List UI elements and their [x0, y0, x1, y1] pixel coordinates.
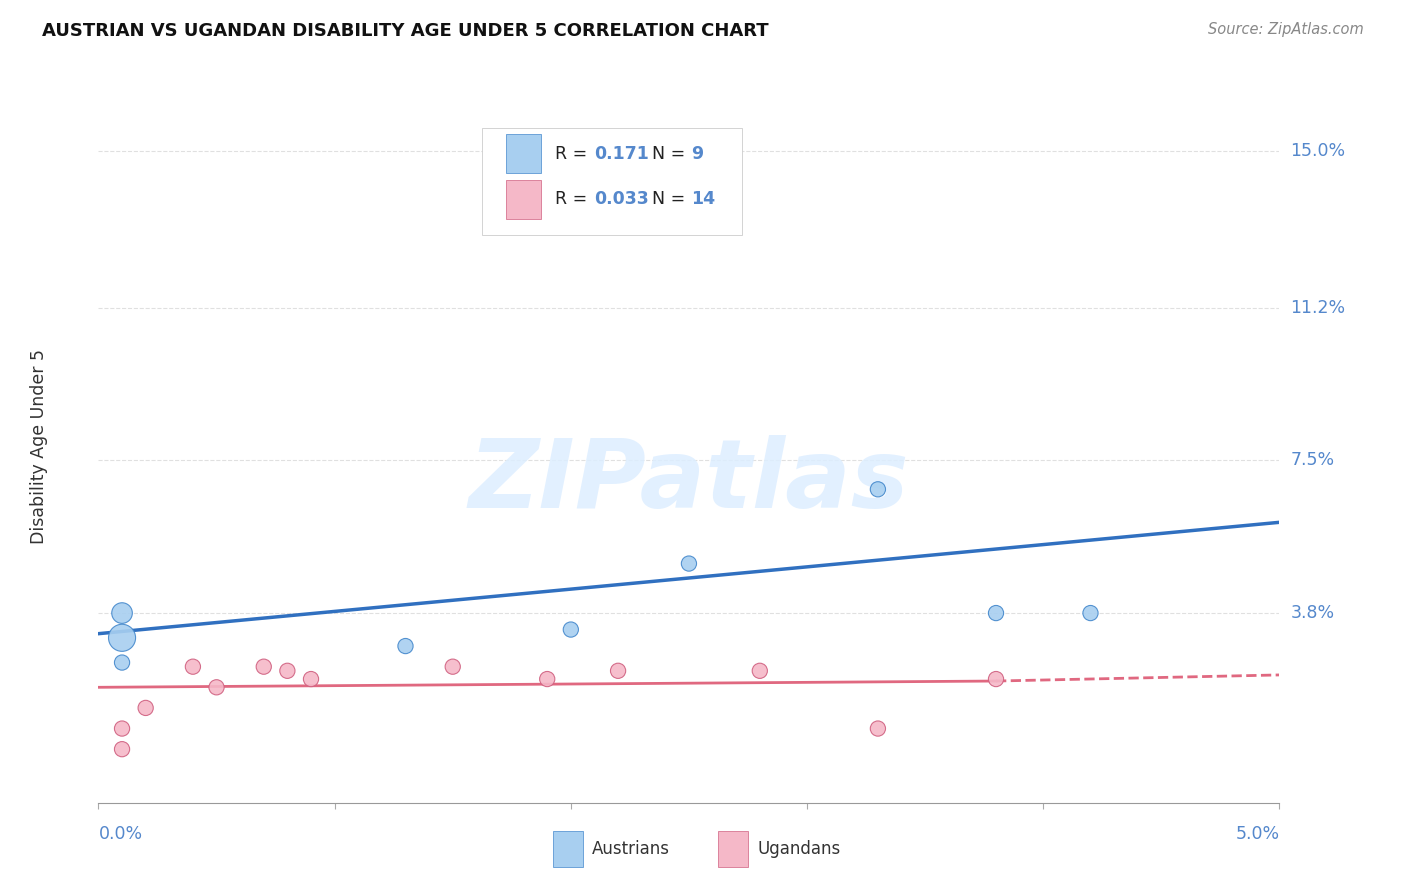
Text: N =: N = — [641, 145, 690, 162]
Point — [111, 606, 134, 620]
Point — [253, 659, 276, 673]
Point — [299, 672, 322, 686]
Point — [441, 659, 464, 673]
Point — [866, 722, 889, 736]
Text: AUSTRIAN VS UGANDAN DISABILITY AGE UNDER 5 CORRELATION CHART: AUSTRIAN VS UGANDAN DISABILITY AGE UNDER… — [42, 22, 769, 40]
Text: 15.0%: 15.0% — [1291, 142, 1346, 160]
Text: 3.8%: 3.8% — [1291, 604, 1334, 622]
Point — [607, 664, 630, 678]
Text: 5.0%: 5.0% — [1236, 825, 1279, 843]
Point — [181, 659, 204, 673]
Point — [394, 639, 416, 653]
Text: R =: R = — [555, 191, 593, 209]
Text: Source: ZipAtlas.com: Source: ZipAtlas.com — [1208, 22, 1364, 37]
FancyBboxPatch shape — [718, 831, 748, 867]
Point — [984, 606, 1007, 620]
Text: R =: R = — [555, 145, 593, 162]
Text: Disability Age Under 5: Disability Age Under 5 — [31, 349, 48, 543]
Text: 0.171: 0.171 — [595, 145, 650, 162]
Point — [111, 631, 134, 645]
Point — [560, 623, 582, 637]
Text: ZIPatlas: ZIPatlas — [468, 435, 910, 528]
Text: 0.033: 0.033 — [595, 191, 650, 209]
Text: 9: 9 — [692, 145, 703, 162]
Text: N =: N = — [641, 191, 690, 209]
FancyBboxPatch shape — [482, 128, 742, 235]
Point — [111, 722, 134, 736]
Point — [1080, 606, 1102, 620]
Text: Austrians: Austrians — [592, 840, 671, 858]
Point — [135, 701, 157, 715]
Text: 11.2%: 11.2% — [1291, 299, 1346, 317]
Point — [205, 681, 228, 695]
Text: 7.5%: 7.5% — [1291, 451, 1334, 469]
Text: 0.0%: 0.0% — [98, 825, 142, 843]
Point — [111, 742, 134, 756]
Point — [748, 664, 770, 678]
FancyBboxPatch shape — [506, 180, 541, 219]
FancyBboxPatch shape — [506, 134, 541, 173]
Point — [111, 656, 134, 670]
Point — [678, 557, 700, 571]
Point — [866, 483, 889, 497]
Point — [536, 672, 558, 686]
FancyBboxPatch shape — [553, 831, 582, 867]
Text: 14: 14 — [692, 191, 716, 209]
Text: Ugandans: Ugandans — [758, 840, 841, 858]
Point — [276, 664, 298, 678]
Point — [984, 672, 1007, 686]
